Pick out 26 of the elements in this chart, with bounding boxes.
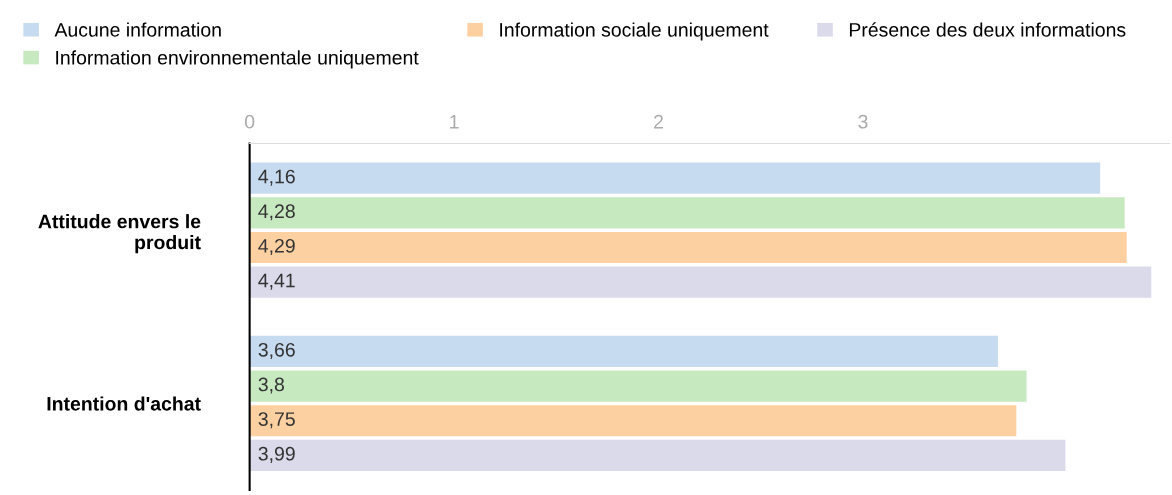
x-tick-label: 3	[858, 114, 868, 129]
bar	[249, 405, 1017, 437]
text: 4,28	[258, 204, 295, 221]
bar	[249, 335, 998, 368]
bar	[249, 370, 1027, 402]
legend-label: Information sociale uniquement	[500, 22, 769, 41]
y-tick-label: Intention d'achat	[47, 396, 201, 411]
text: 4,29	[258, 238, 295, 256]
bar	[249, 162, 1101, 194]
bar	[249, 231, 1127, 264]
bar	[249, 439, 1066, 471]
text: 3,66	[258, 342, 295, 359]
legend-label: Information environnementale uniquement	[56, 50, 419, 69]
x-tick-label: 1	[450, 115, 459, 129]
y-tick-label: Attitude envers le produit	[38, 214, 201, 254]
x-tick-label: 0	[244, 114, 255, 129]
bar	[249, 197, 1125, 229]
text: 3,75	[258, 412, 295, 429]
text: 3,99	[258, 446, 295, 463]
x-tick-label: 2	[654, 114, 663, 129]
bar	[249, 266, 1152, 298]
legend-label: Aucune information	[54, 22, 221, 37]
text: 4,41	[258, 273, 295, 290]
legend-label: Présence des deux informations	[849, 22, 1126, 37]
text: 3,8	[258, 377, 284, 394]
text: 4,16	[258, 169, 295, 186]
